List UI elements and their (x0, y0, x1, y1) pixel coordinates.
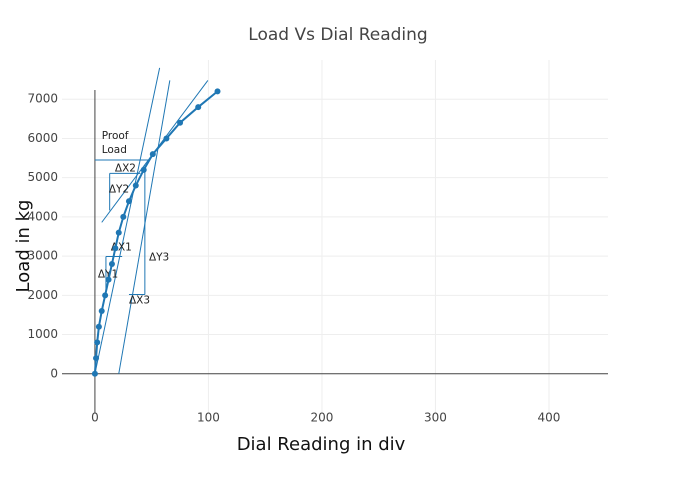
x-tick-label: 200 (310, 411, 333, 425)
x-tick-label: 100 (197, 411, 220, 425)
data-point (115, 229, 122, 236)
annotation: ΔY1 (98, 269, 118, 281)
y-tick-label: 6000 (27, 131, 58, 145)
data-point (140, 166, 147, 173)
data-point (163, 135, 170, 142)
data-point (120, 213, 127, 220)
y-tick-label: 1000 (27, 327, 58, 341)
data-point (132, 182, 139, 189)
data-point (94, 339, 101, 346)
y-tick-label: 5000 (27, 170, 58, 184)
x-tick-label: 0 (91, 411, 99, 425)
data-point (195, 104, 202, 111)
data-point (98, 308, 105, 315)
data-point (95, 323, 102, 330)
x-axis-title: Dial Reading in div (237, 434, 406, 455)
reference-line (94, 67, 161, 374)
data-point (125, 198, 132, 205)
data-point (102, 292, 109, 299)
annotation: ΔX2 (115, 162, 136, 174)
y-tick-label: 0 (50, 366, 58, 380)
annotation: ΔX3 (129, 295, 150, 307)
annotation: Proof (102, 130, 129, 142)
x-tick-label: 300 (424, 411, 447, 425)
annotation: ΔY2 (109, 183, 129, 195)
y-tick-label: 3000 (27, 249, 58, 263)
annotation: Load (102, 144, 127, 156)
data-point (149, 151, 156, 158)
data-point (105, 276, 112, 283)
y-tick-label: 7000 (27, 92, 58, 106)
reference-line (118, 80, 171, 374)
y-tick-label: 4000 (27, 209, 58, 223)
data-point (112, 245, 119, 252)
annotation: ΔY3 (149, 252, 169, 264)
data-point (108, 260, 115, 267)
data-point (91, 370, 98, 377)
chart-title: Load Vs Dial Reading (248, 25, 427, 45)
data-point (93, 355, 100, 362)
data-point (177, 119, 184, 126)
y-axis-title: Load in kg (13, 200, 34, 293)
x-tick-label: 400 (538, 411, 561, 425)
data-point (214, 88, 221, 95)
y-tick-label: 2000 (27, 288, 58, 302)
